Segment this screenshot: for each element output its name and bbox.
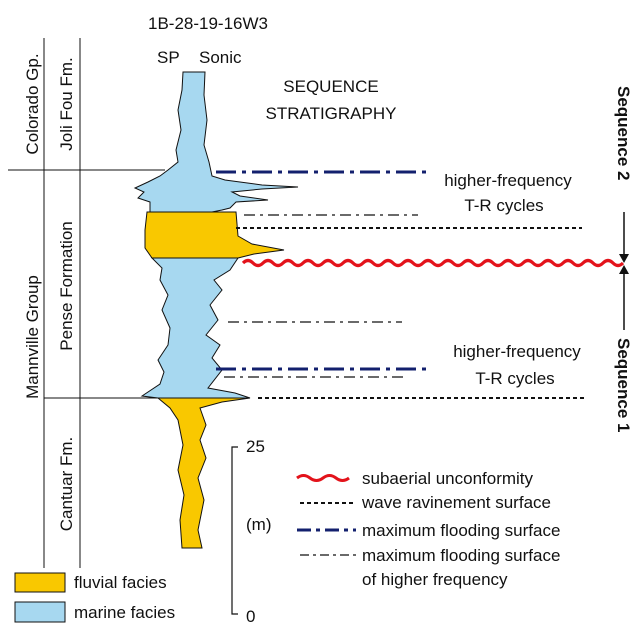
well-log	[133, 71, 299, 549]
sequence-2-arrowhead	[619, 254, 629, 263]
legend-unconformity-symbol	[296, 474, 350, 482]
well-id: 1B-28-19-16W3	[148, 14, 268, 33]
fluvial-facies-lower	[156, 397, 251, 549]
header-line1: SEQUENCE	[283, 77, 378, 96]
legend-fluvial-swatch	[14, 572, 66, 593]
cycle-label-upper-line2: T-R cycles	[464, 196, 543, 215]
sequence-1-label: Sequence 1	[614, 338, 633, 433]
sequence-1-arrowhead	[619, 265, 629, 274]
scale-bottom-label: 0	[246, 607, 255, 624]
sonic-log-label: Sonic	[199, 48, 242, 67]
marine-facies-lower	[140, 257, 251, 399]
formation-pense: Pense Formation	[57, 221, 76, 350]
sp-log-label: SP	[157, 48, 180, 67]
fluvial-facies-upper	[144, 211, 285, 259]
stratigraphic-columns	[8, 38, 165, 568]
legend-mfs-hf-label-line1: maximum flooding surface	[362, 546, 560, 565]
formation-cantuar: Cantuar Fm.	[57, 437, 76, 531]
legend-fluvial-label: fluvial facies	[74, 573, 167, 592]
marine-facies-upper	[133, 71, 299, 213]
cycle-label-lower-line1: higher-frequency	[453, 342, 581, 361]
unconformity-line	[241, 258, 625, 268]
sequence-2-label: Sequence 2	[614, 86, 633, 181]
scale-top-label: 25	[246, 437, 265, 456]
legend-unconformity-label: subaerial unconformity	[362, 469, 534, 488]
formation-joli-fou: Joli Fou Fm.	[57, 57, 76, 151]
cycle-label-upper-line1: higher-frequency	[444, 171, 572, 190]
scale-unit-label: (m)	[246, 515, 271, 534]
legend-mfs-label: maximum flooding surface	[362, 521, 560, 540]
legend-marine-label: marine facies	[74, 603, 175, 622]
group-colorado: Colorado Gp.	[23, 53, 42, 154]
cycle-label-lower-line2: T-R cycles	[475, 369, 554, 388]
group-mannville: Mannville Group	[23, 275, 42, 399]
legend-ravinement-label: wave ravinement surface	[361, 493, 551, 512]
legend-marine-swatch	[14, 601, 66, 623]
header-line2: STRATIGRAPHY	[266, 104, 397, 123]
legend-mfs-hf-label-line2: of higher frequency	[362, 570, 508, 589]
scale-bar	[231, 446, 238, 615]
